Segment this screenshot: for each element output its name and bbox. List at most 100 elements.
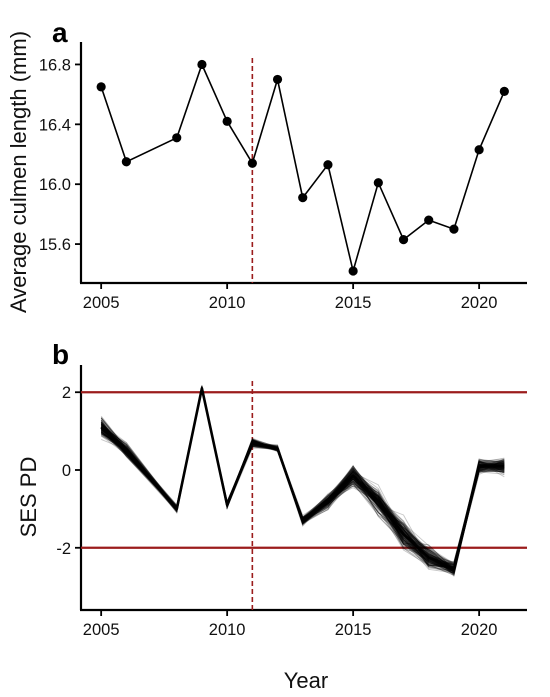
replicate-line [101,388,505,566]
panel-a-letter: a [52,17,68,48]
replicate-line [100,388,505,571]
replicate-line [100,387,505,568]
replicate-line [100,388,505,572]
replicate-line [100,389,505,567]
replicate-line [100,389,505,574]
data-point [121,157,131,167]
replicate-line [100,387,505,564]
x-tick-label: 2005 [83,294,120,312]
panel-a-points [96,59,509,276]
replicate-line [100,388,505,573]
replicate-line [100,387,505,566]
x-tick-label: 2015 [335,294,372,312]
panel-b-xlabel: Year [284,668,328,693]
replicate-line [100,388,505,567]
panel-a-ticks: 2005 2010 2015 2020 15.6 16.0 16.4 16.8 [39,56,498,312]
data-point [172,133,182,143]
replicate-line [100,388,505,563]
replicate-line [100,389,505,572]
replicate-line [100,388,505,566]
replicate-line [100,389,505,565]
replicate-line [100,389,505,566]
replicate-line [100,388,505,569]
replicate-line [100,388,505,569]
replicate-line [100,387,505,570]
replicate-line [100,386,505,575]
replicate-line [100,389,505,570]
replicate-line [100,388,505,569]
replicate-line [100,388,505,574]
panel-a-ylabel: Average culmen length (mm) [6,31,31,313]
replicate-line [100,389,505,570]
replicate-line [100,386,505,569]
replicate-line [100,387,505,572]
panel-b-ticks: 2005 2010 2015 2020 -2 0 2 [56,384,497,639]
replicate-line [100,389,505,574]
replicate-line [100,386,505,574]
replicate-line [100,387,505,572]
replicate-line [100,388,505,567]
replicate-line [100,389,505,569]
replicate-line [100,388,505,566]
panel-b-threshold-lines [81,391,527,549]
replicate-line [100,389,505,570]
replicate-line [100,390,505,572]
replicate-line [100,387,505,571]
data-point [247,158,257,168]
replicate-line [100,388,505,571]
panel-a-series-line [100,62,506,275]
replicate-line [100,388,505,570]
replicate-line [100,386,505,573]
replicate-line [100,389,505,572]
replicate-line [100,387,505,567]
replicate-line [100,388,505,574]
replicate-line [100,387,505,573]
replicate-line [100,388,505,567]
y-tick-label: 2 [62,384,71,402]
replicate-line [100,385,505,571]
replicate-line [100,388,505,568]
replicate-line [100,387,505,568]
replicate-line [100,388,505,576]
replicate-line [100,387,505,566]
replicate-line [100,387,505,569]
replicate-line [100,388,505,571]
replicate-line [100,388,505,565]
y-tick-label: 16.8 [39,56,71,74]
replicate-line [100,385,505,573]
replicate-line [100,386,505,569]
replicate-line [100,388,505,567]
data-point [424,215,434,225]
y-tick-label: -2 [56,540,71,558]
replicate-line [100,386,505,570]
replicate-line [100,389,505,572]
data-point [499,86,509,96]
replicate-line [100,387,505,571]
replicate-line [100,388,505,564]
replicate-line [100,389,505,575]
replicate-line [100,386,505,568]
replicate-line [100,387,505,572]
x-tick-label: 2015 [335,621,372,639]
replicate-line [100,386,505,570]
data-point [348,266,358,276]
replicate-line [100,389,505,571]
replicate-line [100,388,505,573]
data-point [298,193,308,203]
replicate-line [100,386,505,570]
panel-b-replicate-lines [100,385,505,577]
replicate-line [100,388,505,563]
replicate-line [100,389,505,565]
y-tick-label: 0 [62,462,71,480]
data-point [323,160,333,170]
replicate-line [100,387,505,573]
replicate-line [100,386,505,567]
replicate-line [100,388,505,566]
replicate-line [100,387,505,575]
replicate-line [100,390,505,569]
replicate-line [100,389,505,573]
replicate-line [100,389,505,572]
replicate-line [100,389,505,568]
replicate-line [100,388,505,571]
replicate-line [100,388,505,570]
